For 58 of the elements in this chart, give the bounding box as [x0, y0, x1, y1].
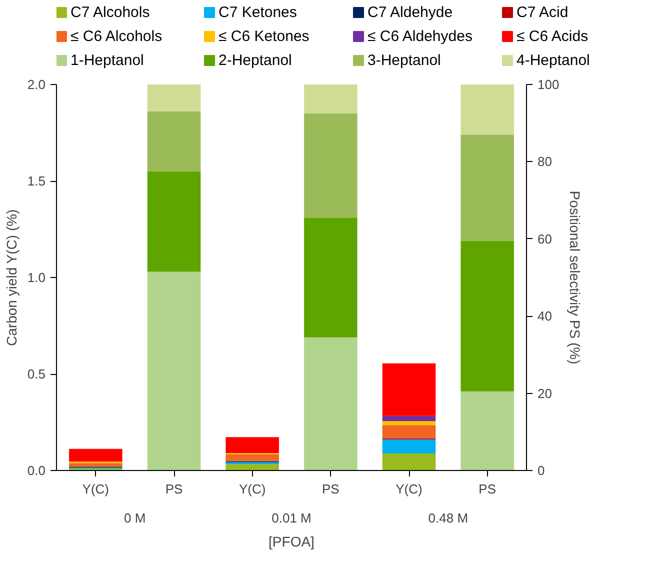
x-tick-label: Y(C) [238, 482, 266, 496]
bar [304, 84, 358, 114]
legend-label: ≤ C6 Acids [516, 28, 588, 45]
x-tick-label: PS [322, 482, 340, 496]
x-tick-label: PS [165, 482, 183, 496]
bar [226, 454, 279, 462]
legend-label: C7 Acid [516, 4, 568, 21]
text: 0 M [124, 510, 146, 526]
y2-tick-label: 20 [538, 386, 552, 401]
x-tick-label: PS [478, 482, 496, 496]
bar [460, 134, 514, 241]
bar [147, 112, 201, 172]
y2-axis-title: Positional selectivity PS (%) [567, 190, 584, 364]
legend-label: ≤ C6 Aldehydes [368, 28, 472, 45]
bar [226, 437, 279, 454]
bar [226, 464, 279, 470]
bar [382, 454, 436, 470]
bar [147, 84, 201, 112]
bar [382, 416, 436, 422]
bar [304, 218, 358, 338]
legend-label: C7 Aldehyde [368, 4, 453, 21]
x-tick-label: Y(C) [82, 482, 110, 496]
y-tick-label: 0.5 [27, 366, 46, 382]
x-tick-label: Y(C) [396, 482, 422, 496]
legend-label: ≤ C6 Ketones [218, 28, 310, 45]
bar [304, 113, 358, 218]
y-tick-label: 2.0 [27, 77, 46, 92]
legend-label: 1-Heptanol [70, 52, 144, 69]
y-tick-label: 1.0 [27, 270, 46, 285]
y-axis-title: Carbon yield Y(C) (%) [3, 209, 20, 346]
y-tick-label: 0.0 [27, 463, 46, 478]
legend-label: C7 Ketones [218, 4, 297, 21]
bar [304, 337, 358, 470]
y2-tick-label: 40 [538, 308, 552, 324]
bar [460, 84, 514, 135]
bar [382, 425, 436, 438]
text: 0.01 M [272, 510, 312, 526]
bar [382, 421, 436, 426]
y2-tick-label: 100 [538, 77, 560, 92]
y2-tick-label: 60 [538, 231, 552, 246]
text: 0.48 M [428, 510, 468, 526]
bar [147, 272, 201, 470]
bar [460, 391, 514, 470]
legend-label: ≤ C6 Alcohols [70, 28, 162, 45]
legend-label: C7 Alcohols [70, 4, 150, 21]
y-tick-label: 1.5 [27, 174, 46, 188]
bar [382, 363, 436, 416]
bar [382, 440, 436, 454]
legend-label: 4-Heptanol [516, 52, 590, 69]
bar [460, 240, 514, 392]
bar [69, 463, 122, 468]
legend-label: 3-Heptanol [368, 52, 441, 69]
y2-tick-label: 80 [538, 154, 552, 170]
bar [147, 171, 201, 272]
bar [69, 448, 122, 462]
x-axis-title: [PFOA] [268, 534, 314, 550]
legend-label: 2-Heptanol [218, 52, 292, 69]
y2-tick-label: 0 [538, 463, 545, 478]
